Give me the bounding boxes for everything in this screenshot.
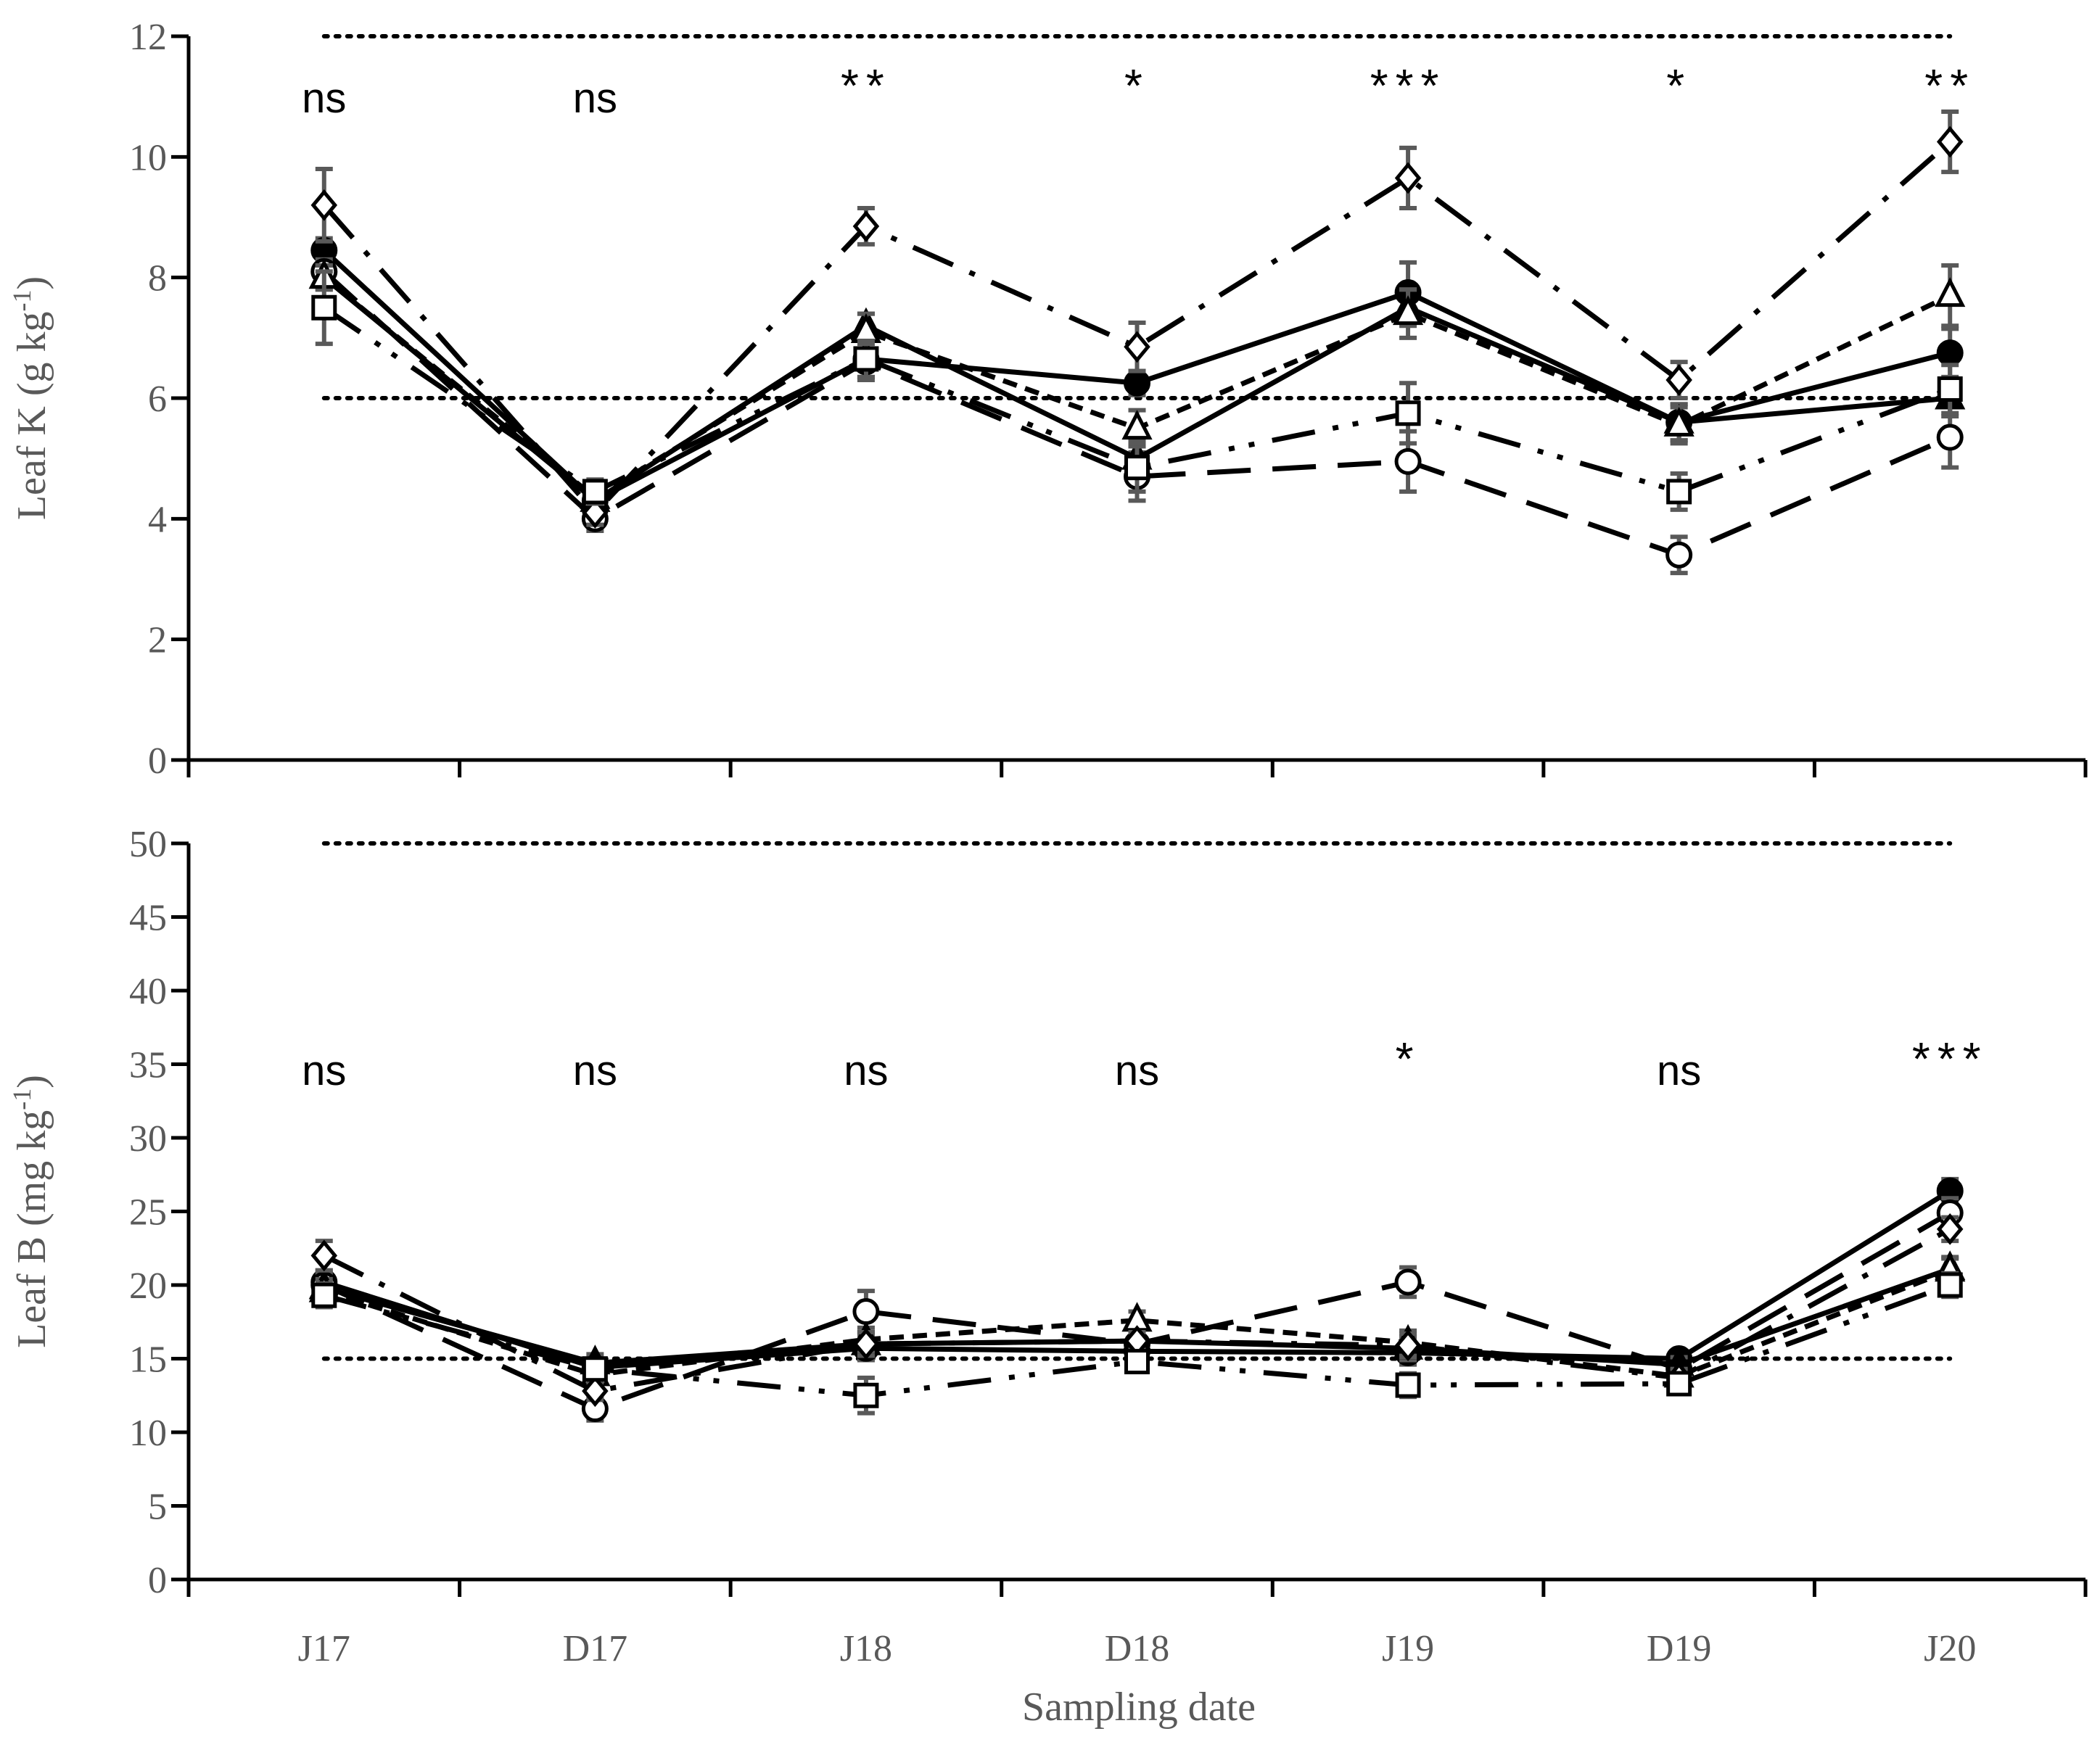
data-point xyxy=(582,1356,608,1382)
data-point xyxy=(853,1382,879,1408)
data-point xyxy=(311,294,337,321)
y-tick-label: 0 xyxy=(148,1560,167,1601)
x-tick-label: J18 xyxy=(840,1628,892,1669)
y-tick-label: 45 xyxy=(129,898,167,939)
data-point xyxy=(1937,1272,1963,1298)
y-tick-label: 15 xyxy=(129,1339,167,1381)
y-tick-label: 0 xyxy=(148,740,167,782)
data-point xyxy=(852,1298,880,1326)
y-tick-label: 5 xyxy=(148,1487,167,1528)
y-axis-title: Leaf K (g kg-1) xyxy=(7,276,54,520)
data-point xyxy=(1935,277,1966,307)
y-tick-label: 4 xyxy=(148,499,167,540)
significance-label: ns xyxy=(1115,1047,1159,1094)
data-point xyxy=(853,346,879,372)
y-tick-label: 40 xyxy=(129,971,167,1012)
data-point xyxy=(582,497,609,529)
y-tick-label: 50 xyxy=(129,824,167,865)
significance-label: ** xyxy=(1924,59,1975,112)
data-point xyxy=(310,189,338,221)
y-tick-label: 20 xyxy=(129,1265,167,1307)
significance-label: ns xyxy=(573,75,617,122)
data-point xyxy=(1392,295,1424,326)
y-tick-label: 8 xyxy=(148,258,167,300)
y-tick-label: 25 xyxy=(129,1192,167,1234)
series-open-square xyxy=(311,1271,1963,1416)
significance-label: *** xyxy=(1912,1033,1988,1085)
data-point xyxy=(852,1328,880,1360)
data-point xyxy=(1124,369,1150,397)
x-tick-label: J19 xyxy=(1382,1628,1434,1669)
significance-label: ns xyxy=(844,1047,888,1094)
y-tick-label: 2 xyxy=(148,620,167,661)
data-point xyxy=(1124,455,1150,481)
x-axis-title: Sampling date xyxy=(1022,1685,1256,1730)
data-point xyxy=(852,210,880,242)
significance-label: ns xyxy=(573,1047,617,1094)
data-point xyxy=(1665,541,1693,569)
significance-label: ** xyxy=(841,59,892,112)
data-point xyxy=(1394,162,1422,194)
data-point xyxy=(1395,400,1421,426)
x-tick-label: D19 xyxy=(1647,1628,1712,1669)
x-tick-label: D18 xyxy=(1105,1628,1170,1669)
y-tick-label: 10 xyxy=(129,137,167,178)
significance-label: * xyxy=(1666,59,1692,112)
x-tick-label: J20 xyxy=(1924,1628,1976,1669)
data-point xyxy=(1937,376,1963,402)
y-tick-label: 35 xyxy=(129,1045,167,1086)
y-axis-title: Leaf B (mg kg-1) xyxy=(7,1075,54,1348)
significance-label: * xyxy=(1124,59,1150,112)
x-tick-label: D17 xyxy=(563,1628,628,1669)
data-point xyxy=(1936,424,1964,451)
data-point xyxy=(311,1282,337,1308)
y-tick-label: 30 xyxy=(129,1118,167,1160)
data-point xyxy=(310,1239,338,1272)
data-point xyxy=(1666,1371,1692,1397)
data-point xyxy=(1936,125,1964,158)
y-tick-label: 10 xyxy=(129,1413,167,1454)
data-point xyxy=(1936,1213,1964,1245)
data-point xyxy=(1394,1329,1422,1362)
significance-label: ns xyxy=(1657,1047,1701,1094)
data-point xyxy=(1124,331,1150,363)
data-point xyxy=(582,1375,609,1408)
significance-label: ns xyxy=(302,1047,346,1094)
panel-leaf-b: 0 5 10 15 20 25 30 35 40 45 50 J17 D17 J18 D18 J19 D19 J2… xyxy=(7,824,2088,1669)
series-open-diamond xyxy=(310,109,1964,529)
series-open-square xyxy=(311,269,1963,512)
y-tick-label: 12 xyxy=(129,17,167,58)
data-point xyxy=(1665,364,1692,396)
x-tick-label: J17 xyxy=(298,1628,350,1669)
data-point xyxy=(1663,406,1695,437)
data-point xyxy=(1395,1372,1421,1398)
data-point xyxy=(1666,479,1692,505)
y-tick-label: 6 xyxy=(148,379,167,420)
significance-label: * xyxy=(1396,1033,1421,1085)
data-point xyxy=(582,479,608,505)
data-point xyxy=(1394,447,1422,475)
significance-label: ns xyxy=(302,75,346,122)
data-point xyxy=(1124,1349,1150,1375)
data-point xyxy=(1936,339,1964,367)
significance-label: *** xyxy=(1370,59,1446,112)
data-point xyxy=(1394,1268,1422,1296)
data-point xyxy=(1121,410,1153,440)
